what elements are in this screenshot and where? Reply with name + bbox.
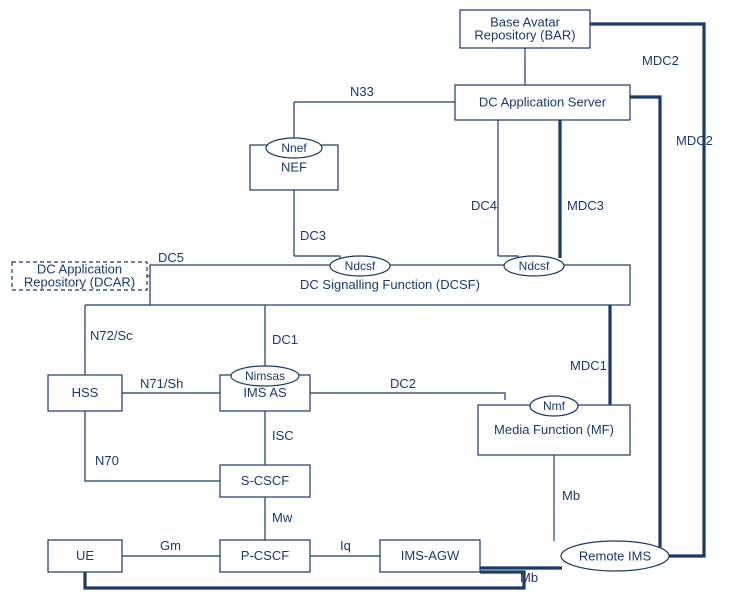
- edge-label: Mb: [520, 570, 538, 585]
- edge-label: Mw: [272, 510, 293, 525]
- node-label: P-CSCF: [241, 548, 289, 563]
- node-label: DC Signalling Function (DCSF): [300, 277, 480, 292]
- node-imsagw: IMS-AGW: [380, 540, 480, 572]
- node-bar: Base AvatarRepository (BAR): [460, 10, 590, 48]
- edge-label: Mb: [562, 488, 580, 503]
- interface-label: Nnef: [281, 141, 307, 155]
- edge-label: Gm: [160, 538, 181, 553]
- interface-nnef: Nnef: [266, 138, 322, 158]
- edge-label: N33: [350, 84, 374, 99]
- edge-label: DC4: [471, 198, 497, 213]
- node-pcscf: P-CSCF: [220, 540, 310, 572]
- node-label: DC Application Server: [479, 94, 607, 109]
- node-label: UE: [76, 548, 94, 563]
- edge-label: DC5: [158, 250, 184, 265]
- node-rims: Remote IMS: [561, 541, 669, 571]
- edge-label: DC3: [300, 228, 326, 243]
- edge-label: N70: [95, 453, 119, 468]
- node-label: HSS: [72, 385, 99, 400]
- edge-hss-n70: [85, 411, 220, 481]
- interface-nmf: Nmf: [530, 396, 578, 416]
- node-ue: UE: [48, 540, 122, 572]
- interface-label: Nimsas: [245, 369, 285, 383]
- interface-ndcsf2: Ndcsf: [504, 256, 564, 276]
- node-label: Media Function (MF): [494, 422, 614, 437]
- interface-label: Ndcsf: [519, 259, 550, 273]
- edge-label: ISC: [272, 428, 294, 443]
- edge-label: N71/Sh: [140, 376, 183, 391]
- node-label: Repository (DCAR): [24, 274, 135, 289]
- edge-label: DC2: [390, 376, 416, 391]
- edge-label: MDC3: [567, 198, 604, 213]
- interface-label: Ndcsf: [345, 259, 376, 273]
- node-label: Repository (BAR): [474, 27, 575, 42]
- edge-label: Iq: [340, 538, 351, 553]
- node-label: Remote IMS: [579, 549, 652, 564]
- edge-label: MDC1: [570, 358, 607, 373]
- node-label: IMS-AGW: [401, 548, 460, 563]
- node-hss: HSS: [48, 375, 122, 411]
- node-scscf: S-CSCF: [220, 465, 310, 497]
- edge-dc3-ndcsf1: [294, 256, 340, 260]
- edge-label: MDC2: [642, 53, 679, 68]
- edge-labels-layer: MDC2 MDC2 N33 DC3 DC4 MDC3 DC5 N72/Sc DC1 N71/Sh D…: [90, 53, 713, 585]
- edge-label: MDC2: [676, 133, 713, 148]
- node-label: NEF: [281, 159, 307, 174]
- interface-nimsas: Nimsas: [231, 366, 299, 386]
- edge-imsas-dc2: [310, 393, 505, 400]
- edge-mdc2-dcas: [630, 97, 660, 556]
- node-dcar: DC ApplicationRepository (DCAR): [12, 261, 147, 290]
- edge-label: DC1: [272, 332, 298, 347]
- interface-ndcsf1: Ndcsf: [330, 256, 390, 276]
- node-label: IMS AS: [243, 385, 287, 400]
- edge-label: N72/Sc: [90, 328, 133, 343]
- network-architecture-diagram: Base AvatarRepository (BAR) DC Applicatio…: [0, 0, 741, 603]
- node-dcas: DC Application Server: [455, 85, 630, 120]
- interface-label: Nmf: [543, 399, 566, 413]
- node-label: S-CSCF: [241, 473, 289, 488]
- edge-ue-agw-mb: [85, 572, 524, 588]
